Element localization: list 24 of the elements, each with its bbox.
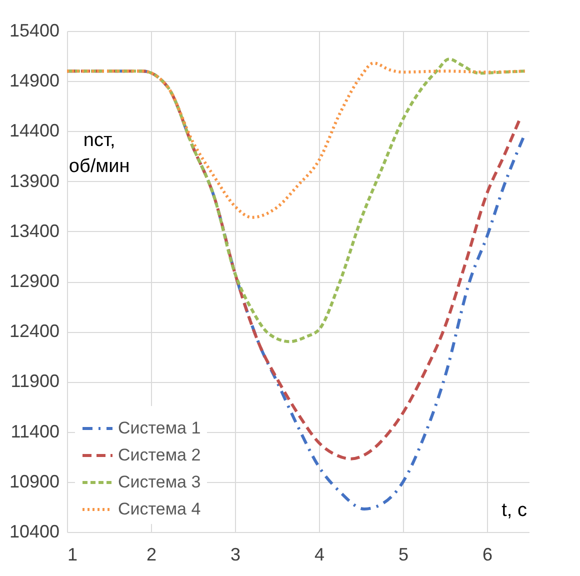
line-series xyxy=(66,62,526,219)
x-tick-label: 3 xyxy=(230,544,241,564)
x-tick-label: 6 xyxy=(482,544,493,564)
y-tick-label: 11400 xyxy=(10,421,60,442)
y-tick-label: 10400 xyxy=(9,522,60,542)
legend-label: Система 3 xyxy=(118,472,201,492)
y-tick-label: 13400 xyxy=(9,220,60,241)
legend-label: Система 1 xyxy=(118,418,201,438)
legend-label: Система 2 xyxy=(118,446,201,464)
x-tick-label: 2 xyxy=(146,544,157,564)
y-tick-label: 13900 xyxy=(9,170,60,191)
legend-label: Система 4 xyxy=(118,500,201,518)
y-tick-label: 12400 xyxy=(9,321,60,342)
y-axis-title: nст, об/мин xyxy=(68,130,130,178)
x-tick-label: 4 xyxy=(314,544,325,564)
y-tick-label: 11900 xyxy=(10,371,60,392)
x-axis-title: t, c xyxy=(502,500,527,521)
y-tick-label: 12900 xyxy=(9,271,60,291)
y-tick-label: 14900 xyxy=(9,70,60,91)
x-tick-label: 1 xyxy=(68,544,78,564)
y-tick-label: 14400 xyxy=(9,120,60,141)
y-tick-label: 15400 xyxy=(9,20,60,40)
y-tick-label: 10900 xyxy=(9,471,60,492)
x-tick-label: 5 xyxy=(398,544,409,564)
